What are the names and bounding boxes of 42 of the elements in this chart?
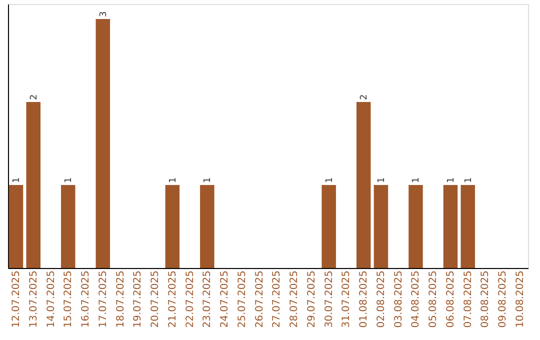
x-tick-label: 27.07.2025 (272, 270, 283, 328)
x-tick-label: 04.08.2025 (410, 270, 422, 328)
x-tick-label: 18.07.2025 (115, 270, 126, 328)
data-label: 1 (203, 177, 214, 183)
data-label: 1 (64, 177, 74, 183)
x-tick-label: 20.07.2025 (150, 270, 162, 328)
data-label: 1 (446, 177, 456, 183)
x-tick-label: 05.08.2025 (428, 270, 440, 328)
x-tick-label: 07.08.2025 (462, 270, 474, 328)
x-tick-label: 29.07.2025 (306, 270, 318, 328)
data-label: 1 (464, 177, 474, 183)
x-tick-label: 30.07.2025 (324, 270, 335, 328)
x-tick-label: 23.07.2025 (202, 270, 214, 328)
x-tick-label: 15.07.2025 (63, 270, 74, 328)
x-tick-label: 01.08.2025 (358, 270, 370, 328)
data-label: 1 (12, 177, 22, 183)
data-label: 1 (168, 177, 178, 183)
x-tick-label: 09.08.2025 (498, 270, 509, 328)
x-tick-label: 19.07.2025 (132, 270, 144, 328)
x-tick-label: 25.07.2025 (236, 270, 248, 328)
x-tick-label: 28.07.2025 (289, 270, 300, 328)
x-tick-label: 13.07.2025 (28, 270, 40, 328)
x-tick-label: 16.07.2025 (80, 270, 92, 328)
x-tick-label: 06.08.2025 (445, 270, 456, 328)
x-tick-label: 31.07.2025 (341, 270, 352, 328)
x-tick-label: 21.07.2025 (167, 270, 178, 328)
data-label: 3 (98, 11, 109, 17)
x-tick-label: 10.08.2025 (515, 270, 526, 328)
x-tick-label: 24.07.2025 (220, 270, 231, 328)
data-label: 1 (412, 177, 422, 183)
x-tick-label: 12.07.2025 (10, 270, 22, 328)
x-tick-label: 03.08.2025 (393, 270, 404, 328)
data-label: 1 (376, 177, 387, 183)
data-label: 2 (29, 94, 40, 100)
data-label: 2 (360, 94, 370, 100)
x-tick-label: 14.07.2025 (46, 270, 57, 328)
x-tick-label: 02.08.2025 (376, 270, 387, 328)
x-tick-label: 26.07.2025 (254, 270, 266, 328)
data-label: 1 (324, 177, 335, 183)
x-tick-label: 22.07.2025 (184, 270, 196, 328)
x-tick-label: 17.07.2025 (98, 270, 109, 328)
x-tick-label: 08.08.2025 (480, 270, 492, 328)
